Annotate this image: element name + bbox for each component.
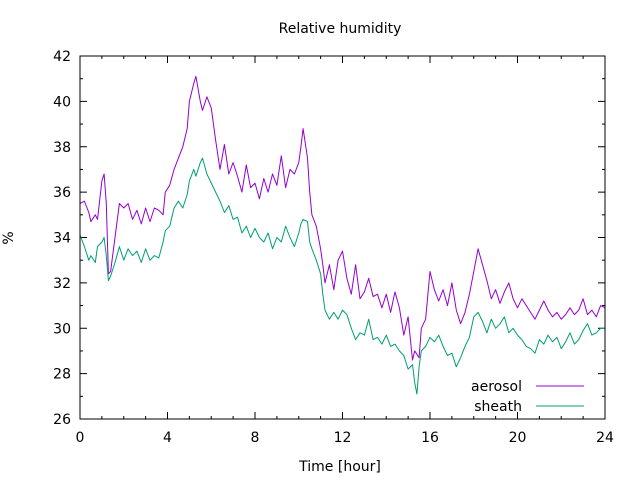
legend-label: aerosol — [471, 379, 522, 395]
x-tick-label: 4 — [163, 430, 172, 446]
x-tick-label: 12 — [334, 430, 352, 446]
plot-frame — [79, 55, 606, 420]
x-tick-label: 24 — [596, 430, 614, 446]
series-line-aerosol — [79, 75, 606, 361]
y-tick-label: 34 — [53, 231, 71, 247]
y-tick-label: 40 — [53, 94, 71, 110]
series-lines — [79, 75, 606, 395]
y-tick-label: 36 — [53, 185, 71, 201]
y-axis-label: % — [1, 231, 17, 244]
x-tick-label: 16 — [421, 430, 439, 446]
legend-label: sheath — [474, 399, 522, 415]
x-tick-label: 0 — [76, 430, 85, 446]
y-tick-label: 28 — [53, 367, 71, 383]
x-axis-label: Time [hour] — [298, 459, 381, 475]
y-tick-label: 42 — [53, 49, 71, 65]
chart-title: Relative humidity — [279, 21, 402, 37]
y-tick-label: 38 — [53, 140, 71, 156]
y-tick-label: 26 — [53, 412, 71, 428]
axis-ticks: 26 28 30 32 34 36 38 40 42 0 4 8 12 16 20 24 — [53, 49, 614, 446]
y-tick-label: 32 — [53, 276, 71, 292]
x-tick-label: 20 — [509, 430, 527, 446]
series-line-sheath — [79, 157, 605, 395]
x-tick-label: 8 — [251, 430, 260, 446]
y-tick-label: 30 — [53, 321, 71, 337]
legend: aerosol sheath — [471, 379, 584, 415]
